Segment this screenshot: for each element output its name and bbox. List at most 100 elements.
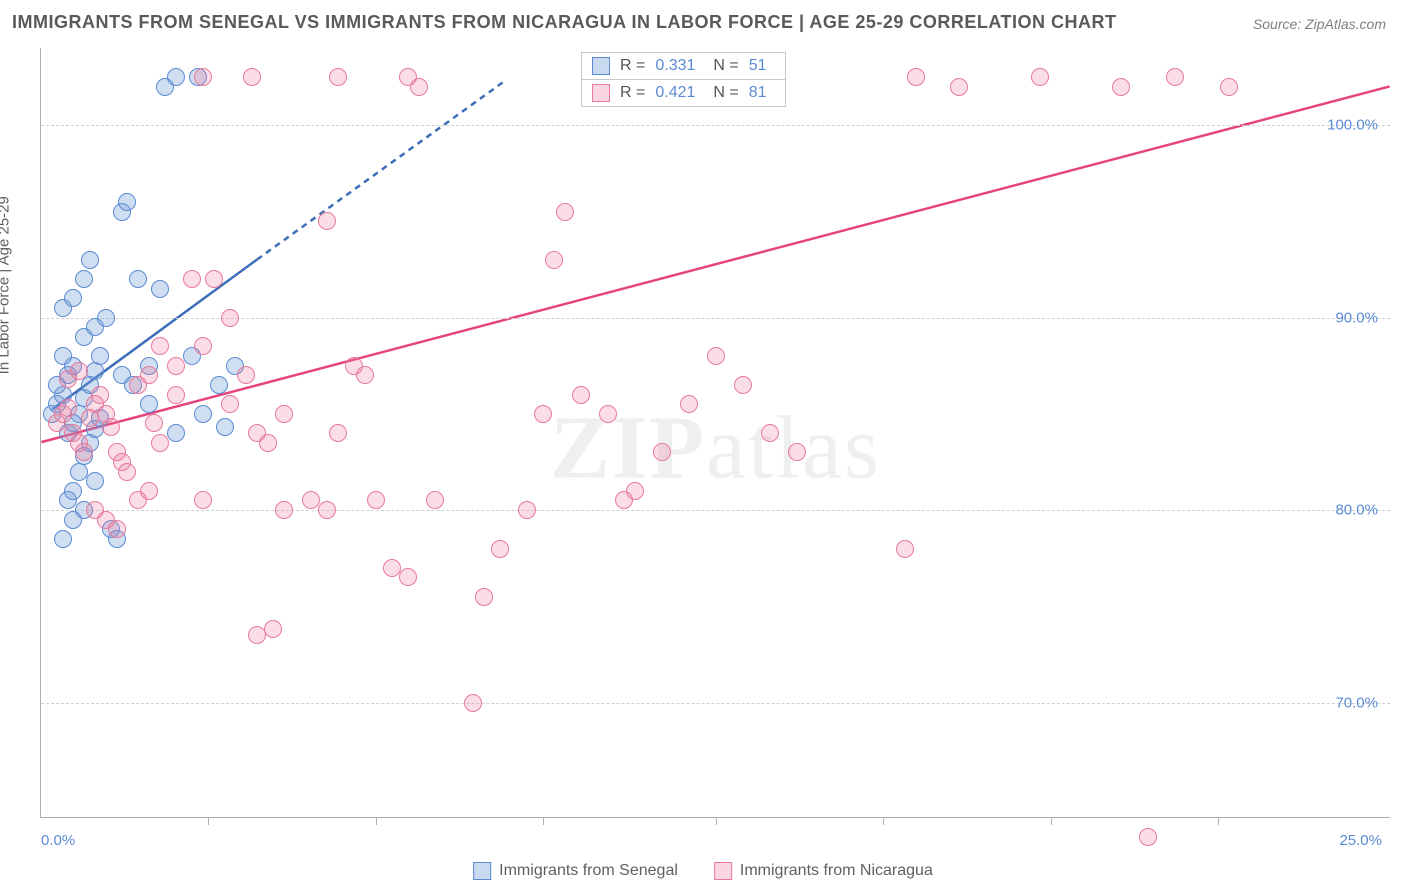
data-point	[118, 463, 136, 481]
ytick-label: 70.0%	[1335, 694, 1378, 711]
data-point	[167, 424, 185, 442]
ytick-label: 100.0%	[1327, 117, 1378, 134]
data-point	[464, 694, 482, 712]
data-point	[399, 568, 417, 586]
data-point	[534, 405, 552, 423]
data-point	[194, 68, 212, 86]
data-point	[707, 347, 725, 365]
data-point	[680, 395, 698, 413]
data-point	[1166, 68, 1184, 86]
data-point	[626, 482, 644, 500]
swatch-icon	[473, 862, 491, 880]
xtick	[1051, 817, 1052, 825]
xtick	[376, 817, 377, 825]
data-point	[950, 78, 968, 96]
data-point	[151, 337, 169, 355]
data-point	[108, 520, 126, 538]
x-origin-label: 0.0%	[41, 832, 75, 849]
data-point	[194, 337, 212, 355]
data-point	[275, 501, 293, 519]
data-point	[64, 511, 82, 529]
data-point	[194, 405, 212, 423]
data-point	[761, 424, 779, 442]
data-point	[167, 386, 185, 404]
gridline	[41, 125, 1390, 126]
data-point	[367, 491, 385, 509]
data-point	[410, 78, 428, 96]
swatch-icon	[592, 57, 610, 75]
swatch-icon	[714, 862, 732, 880]
chart-plot-area: ZIPatlas R = 0.331 N = 51 R = 0.421 N = …	[40, 48, 1390, 818]
data-point	[275, 405, 293, 423]
data-point	[167, 68, 185, 86]
chart-title: IMMIGRANTS FROM SENEGAL VS IMMIGRANTS FR…	[12, 12, 1117, 33]
data-point	[118, 193, 136, 211]
data-point	[221, 395, 239, 413]
stats-legend-box: R = 0.331 N = 51 R = 0.421 N = 81	[581, 52, 786, 107]
data-point	[54, 530, 72, 548]
data-point	[91, 347, 109, 365]
gridline	[41, 510, 1390, 511]
data-point	[145, 414, 163, 432]
gridline	[41, 703, 1390, 704]
data-point	[102, 418, 120, 436]
data-point	[86, 362, 104, 380]
data-point	[518, 501, 536, 519]
data-point	[1031, 68, 1049, 86]
data-point	[383, 559, 401, 577]
ytick-label: 90.0%	[1335, 309, 1378, 326]
data-point	[97, 309, 115, 327]
data-point	[475, 588, 493, 606]
data-point	[907, 68, 925, 86]
data-point	[1220, 78, 1238, 96]
data-point	[221, 309, 239, 327]
data-point	[64, 289, 82, 307]
data-point	[216, 418, 234, 436]
data-point	[1139, 828, 1157, 846]
source-label: Source: ZipAtlas.com	[1253, 16, 1386, 32]
data-point	[140, 395, 158, 413]
swatch-icon	[592, 84, 610, 102]
data-point	[318, 212, 336, 230]
data-point	[264, 620, 282, 638]
xtick	[716, 817, 717, 825]
x-max-label: 25.0%	[1339, 832, 1382, 849]
data-point	[183, 270, 201, 288]
data-point	[788, 443, 806, 461]
y-axis-label: In Labor Force | Age 25-29	[0, 196, 13, 374]
data-point	[1112, 78, 1130, 96]
data-point	[243, 68, 261, 86]
data-point	[59, 399, 77, 417]
data-point	[329, 68, 347, 86]
xtick	[543, 817, 544, 825]
data-point	[599, 405, 617, 423]
data-point	[129, 270, 147, 288]
xtick	[208, 817, 209, 825]
data-point	[556, 203, 574, 221]
data-point	[210, 376, 228, 394]
data-point	[129, 376, 147, 394]
data-point	[356, 366, 374, 384]
legend-item-nicaragua: Immigrants from Nicaragua	[714, 862, 933, 880]
data-point	[302, 491, 320, 509]
legend-item-senegal: Immigrants from Senegal	[473, 862, 678, 880]
data-point	[54, 347, 72, 365]
data-point	[318, 501, 336, 519]
data-point	[237, 366, 255, 384]
data-point	[70, 463, 88, 481]
xtick	[1218, 817, 1219, 825]
data-point	[91, 386, 109, 404]
gridline	[41, 318, 1390, 319]
data-point	[259, 434, 277, 452]
data-point	[896, 540, 914, 558]
stats-row-nicaragua: R = 0.421 N = 81	[581, 80, 786, 107]
data-point	[205, 270, 223, 288]
data-point	[167, 357, 185, 375]
data-point	[653, 443, 671, 461]
data-point	[329, 424, 347, 442]
ytick-label: 80.0%	[1335, 502, 1378, 519]
bottom-legend: Immigrants from Senegal Immigrants from …	[473, 862, 933, 880]
data-point	[151, 280, 169, 298]
data-point	[734, 376, 752, 394]
data-point	[64, 482, 82, 500]
